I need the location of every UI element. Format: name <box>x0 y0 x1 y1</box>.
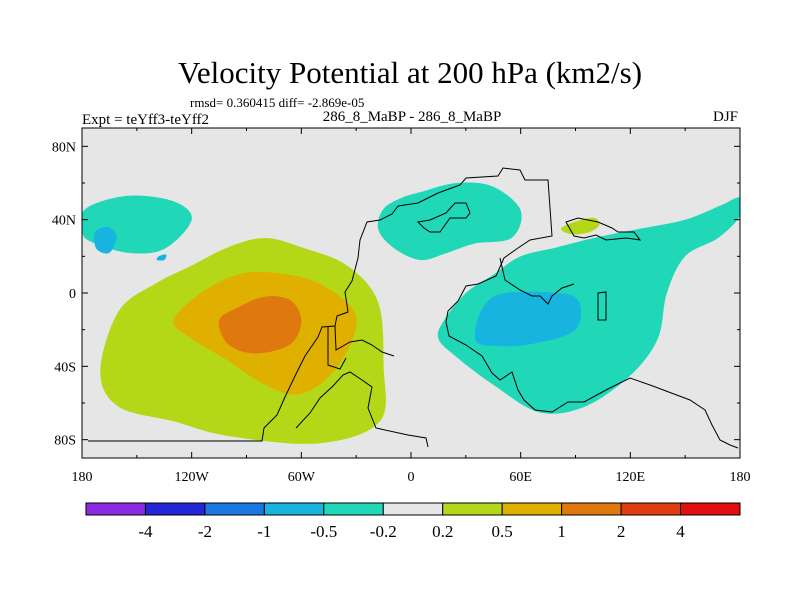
colorbar-swatch <box>144 502 206 516</box>
y-tick-label: 80S <box>54 434 76 449</box>
y-axis: 80N 40N 0 40S 80S <box>52 140 740 449</box>
colorbar-swatch <box>680 502 741 516</box>
colorbar-swatch <box>204 502 265 516</box>
y-tick-label: 40S <box>54 360 76 375</box>
region-indian-ocean-core <box>474 291 582 347</box>
region-north-pacific-core <box>93 226 117 254</box>
colorbar-swatch <box>501 502 563 516</box>
colorbar-label: 0.5 <box>492 522 513 541</box>
x-tick-label: 60E <box>509 470 532 485</box>
y-tick-label: 0 <box>69 287 76 302</box>
colorbar-label: 2 <box>617 522 626 541</box>
colorbar: -4 -2 -1 -0.5 -0.2 0.2 0.5 1 2 4 <box>85 502 741 541</box>
colorbar-swatch <box>620 502 682 516</box>
stats-text: rmsd= 0.360415 diff= -2.869e-05 <box>190 95 364 110</box>
colorbar-swatch <box>85 502 146 516</box>
y-tick-label: 80N <box>52 140 76 155</box>
x-axis: 180 120W 60W 0 60E 120E 180 <box>72 128 751 485</box>
colorbar-swatch <box>323 502 384 516</box>
colorbar-swatch <box>263 502 325 516</box>
contour-regions <box>82 182 740 444</box>
coastlines <box>88 167 739 449</box>
colorbar-label: -0.2 <box>370 522 397 541</box>
center-label: 286_8_MaBP - 286_8_MaBP <box>323 109 502 125</box>
region-south-america-core <box>218 296 302 354</box>
colorbar-swatch <box>561 502 622 516</box>
colorbar-label: 1 <box>557 522 566 541</box>
x-tick-label: 180 <box>730 470 751 485</box>
right-label: DJF <box>713 109 738 125</box>
x-tick-label: 60W <box>288 470 316 485</box>
colorbar-label: -2 <box>198 522 212 541</box>
x-tick-label: 0 <box>408 470 415 485</box>
colorbar-label: -0.5 <box>310 522 337 541</box>
region-north-pacific-spot <box>156 254 167 261</box>
x-tick-label: 180 <box>72 470 93 485</box>
colorbar-swatch <box>442 502 503 516</box>
colorbar-label: 0.2 <box>432 522 453 541</box>
region-indian-ocean-negative <box>437 197 740 414</box>
left-label: Expt = teYff3-teYff2 <box>82 112 209 128</box>
region-africa-europe-negative <box>377 182 522 261</box>
colorbar-swatch <box>382 502 444 516</box>
colorbar-label: 4 <box>676 522 685 541</box>
colorbar-label: -4 <box>138 522 153 541</box>
chart-title: Velocity Potential at 200 hPa (km2/s) <box>178 55 642 90</box>
x-tick-label: 120W <box>175 470 210 485</box>
y-tick-label: 40N <box>52 214 76 229</box>
x-tick-label: 120E <box>616 470 646 485</box>
colorbar-label: -1 <box>257 522 271 541</box>
